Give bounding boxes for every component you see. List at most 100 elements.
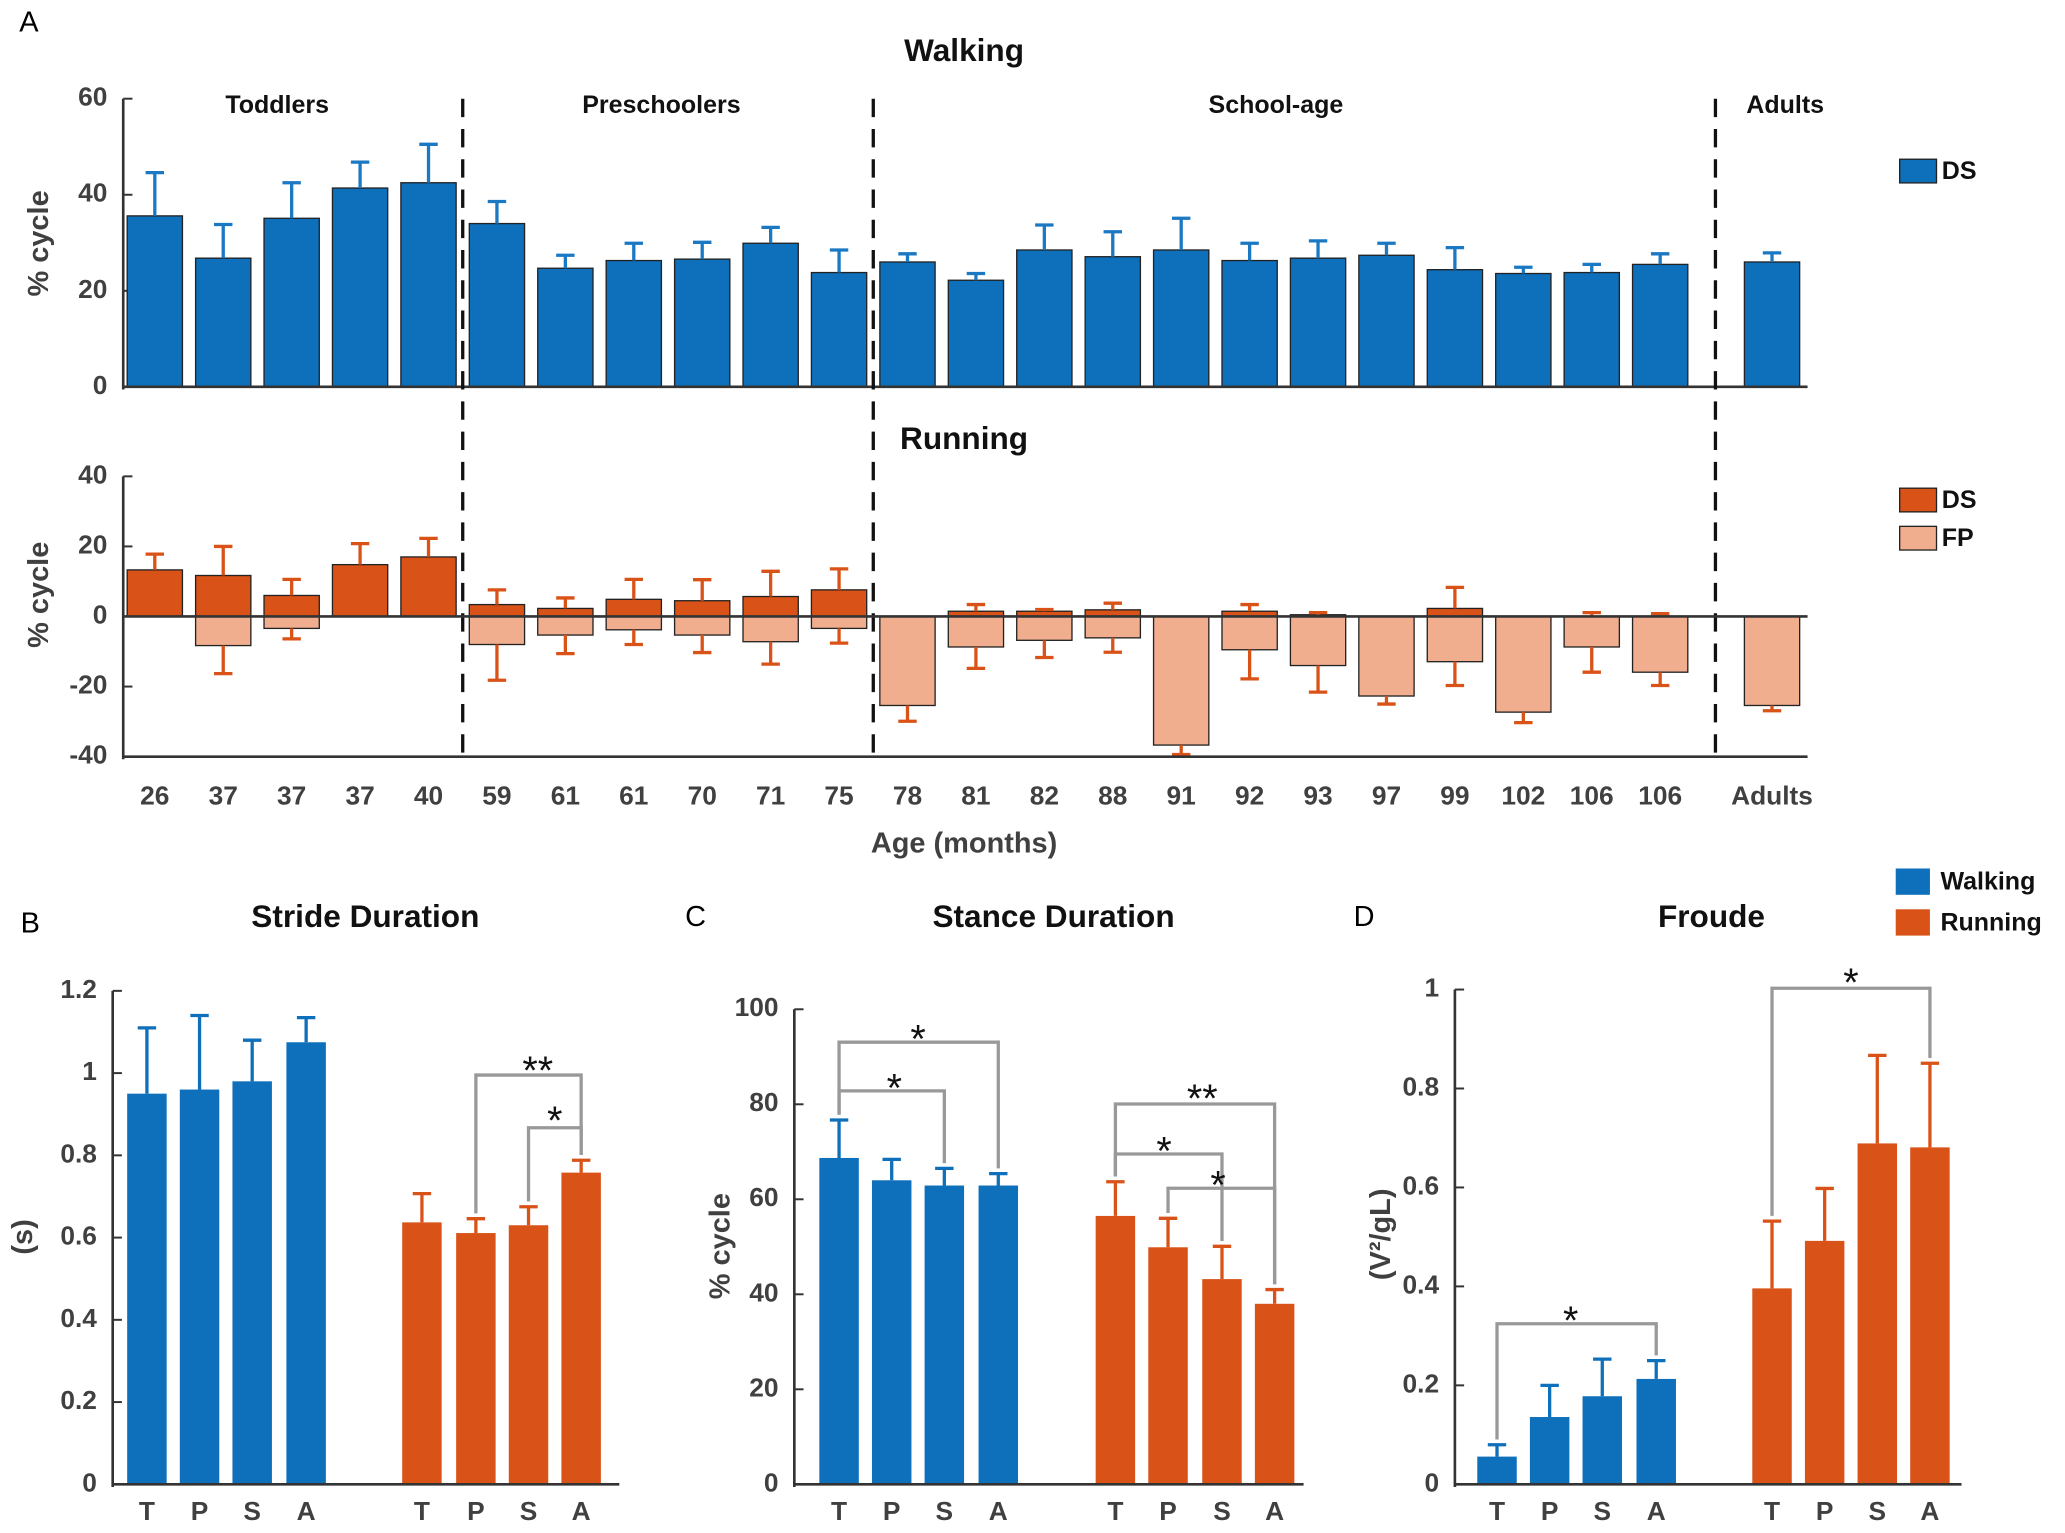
x-tick-label: 70 [688, 780, 717, 810]
significance-label: * [1563, 1299, 1578, 1343]
error-bar [571, 1158, 591, 1173]
bar [263, 594, 320, 618]
bar [924, 1185, 965, 1485]
group-label: Adults [1746, 91, 1824, 119]
y-tick-label: 0 [82, 1467, 97, 1497]
error-bar [1540, 1383, 1559, 1418]
bar [810, 615, 868, 630]
bar [468, 615, 526, 646]
error-bar [1487, 1443, 1507, 1457]
x-tick-label: P [191, 1496, 209, 1526]
x-tick-label: T [1764, 1496, 1780, 1526]
bar [978, 1185, 1019, 1485]
x-tick-label: 59 [482, 780, 511, 810]
significance-label: * [1843, 961, 1858, 1005]
error-bar [145, 171, 165, 216]
bar [1289, 257, 1347, 388]
error-bar [556, 253, 575, 269]
bar [1358, 615, 1415, 697]
y-tick-label: 0.4 [1403, 1269, 1440, 1299]
x-tick-label: 61 [551, 780, 580, 810]
bar [127, 1093, 167, 1485]
bar [263, 615, 320, 630]
error-bar [1650, 252, 1670, 265]
bar [1016, 615, 1073, 641]
bar [879, 615, 936, 707]
x-tick-label: A [1920, 1496, 1939, 1526]
bar [605, 615, 663, 631]
error-bar [1377, 696, 1396, 706]
bar [400, 182, 457, 388]
bar [1631, 615, 1689, 673]
bar [126, 215, 184, 388]
bar [1358, 254, 1415, 388]
x-tick-label: 26 [140, 780, 169, 810]
bar [126, 569, 184, 618]
bar [1095, 1215, 1136, 1485]
legend-swatch [1895, 909, 1930, 936]
bar [1202, 1279, 1242, 1485]
error-bar [624, 629, 643, 647]
error-bar [1445, 245, 1465, 270]
error-bar [693, 240, 712, 260]
error-bar [1212, 1244, 1232, 1280]
x-tick-label: 75 [824, 780, 853, 810]
x-tick-label: 81 [961, 780, 990, 810]
x-tick-label: S [1213, 1496, 1231, 1526]
bar [179, 1089, 220, 1485]
y-tick-label: 40 [78, 178, 107, 208]
error-bar [761, 641, 780, 666]
error-bar [624, 241, 643, 261]
panel-label: C [685, 901, 706, 933]
x-tick-label: T [1107, 1496, 1123, 1526]
error-bar [350, 160, 370, 189]
error-bar [1647, 1358, 1666, 1379]
bar [605, 259, 663, 388]
error-bar [145, 552, 165, 570]
error-bar [829, 248, 849, 273]
significance-bracket [526, 1126, 583, 1202]
y-axis-label: (s) [7, 1219, 39, 1254]
legend-swatch [1899, 158, 1938, 184]
bar [194, 574, 252, 618]
y-tick-label: 60 [749, 1182, 778, 1212]
error-bar [1103, 230, 1122, 257]
bar [742, 595, 799, 618]
y-tick-label: 20 [78, 274, 107, 304]
x-axis-label: Age (months) [871, 827, 1057, 859]
error-bar [1582, 646, 1601, 674]
error-bar [466, 1217, 486, 1234]
legend-label: DS [1942, 486, 1977, 514]
panel-label: B [21, 908, 40, 940]
x-tick-label: T [831, 1496, 847, 1526]
bar [605, 598, 663, 618]
y-tick-label: 20 [749, 1372, 778, 1402]
x-tick-label: P [883, 1496, 901, 1526]
bar [742, 242, 799, 388]
significance-label: * [547, 1099, 562, 1143]
error-bar [829, 1118, 849, 1158]
error-bar [1171, 216, 1191, 250]
bar [456, 1233, 496, 1485]
bar [1752, 1288, 1792, 1485]
bar [1495, 615, 1552, 713]
bar [468, 222, 526, 388]
y-tick-label: 0 [93, 599, 108, 629]
legend-swatch [1899, 525, 1938, 551]
error-bar [1308, 665, 1328, 694]
x-tick-label: 71 [756, 780, 785, 810]
x-tick-label: A [1647, 1496, 1666, 1526]
error-bar [882, 1157, 901, 1181]
x-tick-label: 88 [1098, 780, 1127, 810]
error-bar [1514, 265, 1533, 274]
error-bar [487, 588, 507, 605]
x-tick-label: 40 [414, 780, 443, 810]
bar [537, 267, 594, 388]
group-label: Preschoolers [582, 91, 740, 119]
error-bar [1762, 251, 1782, 262]
x-tick-label: 97 [1372, 780, 1401, 810]
error-bar [1103, 601, 1122, 610]
bar [819, 1157, 859, 1485]
error-bar [214, 645, 233, 676]
error-bar [487, 199, 507, 224]
